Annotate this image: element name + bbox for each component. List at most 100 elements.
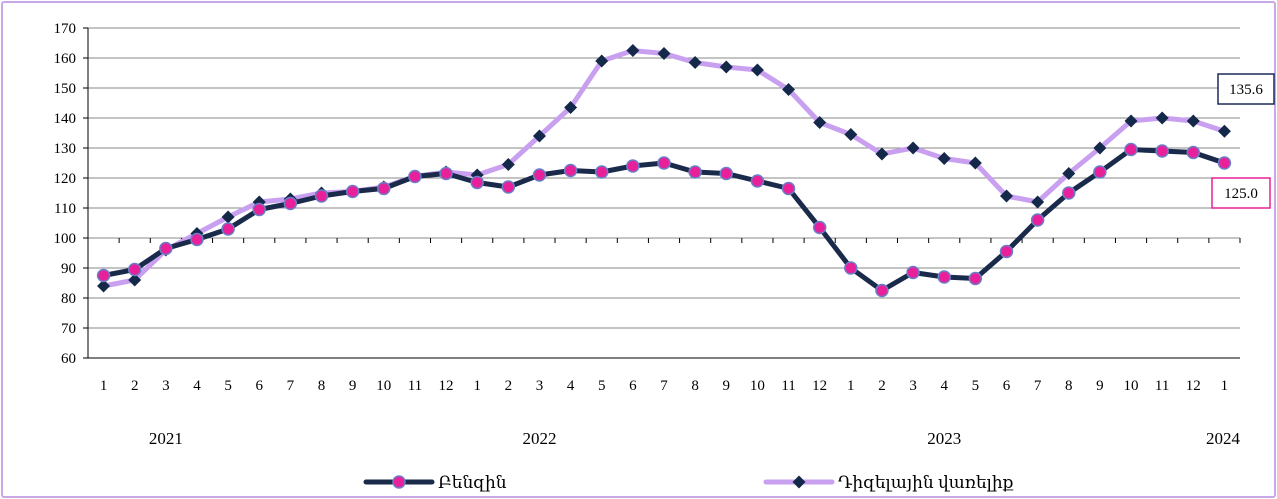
year-label: 2024 xyxy=(1206,429,1241,448)
x-tick-label: 11 xyxy=(408,378,422,394)
data-point xyxy=(1217,156,1232,170)
x-tick-label: 10 xyxy=(376,378,391,394)
data-point xyxy=(781,181,796,196)
data-point xyxy=(875,283,889,298)
data-point xyxy=(97,279,111,293)
x-tick-label: 2 xyxy=(505,378,513,394)
x-tick-label: 7 xyxy=(287,378,295,394)
year-labels: 2021 2022 2023 2024 xyxy=(149,429,1241,448)
data-point xyxy=(813,116,827,129)
y-tick-label: 120 xyxy=(54,171,77,187)
x-tick-label: 2 xyxy=(131,378,139,394)
x-tick-label: 7 xyxy=(1034,378,1042,394)
data-point xyxy=(719,60,733,74)
data-point xyxy=(127,262,142,277)
x-tick-label: 9 xyxy=(1096,378,1104,394)
x-tick-label: 5 xyxy=(972,378,980,394)
data-point xyxy=(1124,114,1138,128)
year-label: 2023 xyxy=(927,429,961,448)
data-point xyxy=(377,181,391,196)
data-point xyxy=(96,268,111,283)
data-point xyxy=(937,152,951,165)
x-tick-label: 7 xyxy=(660,378,668,394)
data-point xyxy=(657,47,671,60)
x-tick-label: 11 xyxy=(1155,378,1169,394)
data-point xyxy=(408,169,422,184)
x-tick-label: 9 xyxy=(723,378,731,394)
legend: Բենզին Դիզելային վառելիք xyxy=(363,473,1014,492)
data-point xyxy=(1030,213,1045,227)
data-point xyxy=(844,128,858,141)
x-tick-label: 10 xyxy=(750,378,765,394)
y-tick-label: 170 xyxy=(54,21,77,37)
data-point xyxy=(221,210,235,224)
x-tick-label: 8 xyxy=(691,378,699,394)
data-point xyxy=(532,168,547,182)
y-tick-label: 90 xyxy=(61,261,76,277)
data-point xyxy=(1062,186,1076,200)
y-tick-label: 100 xyxy=(54,231,77,247)
data-point xyxy=(595,54,609,68)
x-tick-label: 1 xyxy=(847,378,855,394)
x-tick-label: 6 xyxy=(1003,378,1011,394)
y-tick-label: 110 xyxy=(54,201,76,217)
data-point xyxy=(470,175,484,190)
data-point xyxy=(159,241,173,256)
year-label: 2021 xyxy=(149,429,183,448)
data-point xyxy=(688,56,702,69)
x-tick-label: 3 xyxy=(536,378,544,394)
data-point xyxy=(937,270,951,284)
series-line xyxy=(101,147,1227,293)
data-point xyxy=(906,141,920,155)
x-tick-label: 5 xyxy=(598,378,606,394)
y-tick-label: 70 xyxy=(61,321,76,337)
x-tick-label: 6 xyxy=(629,378,637,394)
data-point xyxy=(439,166,453,181)
x-tick-label: 4 xyxy=(940,378,948,394)
data-point xyxy=(1155,144,1169,158)
data-point xyxy=(1093,165,1107,179)
x-tick-label: 8 xyxy=(318,378,326,394)
data-point xyxy=(252,202,266,217)
legend-label: Դիզելային վառելիք xyxy=(838,473,1014,492)
x-tick-label: 11 xyxy=(781,378,795,394)
legend-swatch-marker xyxy=(392,475,406,489)
data-point xyxy=(626,159,640,173)
data-point xyxy=(1155,111,1169,125)
x-tick-label: 4 xyxy=(193,378,201,394)
legend-swatch-marker xyxy=(792,475,806,489)
data-point xyxy=(1031,195,1045,209)
data-point xyxy=(782,83,796,96)
data-point xyxy=(750,174,765,188)
x-tick-label: 3 xyxy=(909,378,917,394)
y-tick-label: 130 xyxy=(54,141,77,157)
data-point xyxy=(626,44,640,57)
data-point xyxy=(968,156,982,170)
value-callout-box xyxy=(1211,177,1271,209)
x-tick-label: 8 xyxy=(1065,378,1073,394)
data-point xyxy=(128,273,142,287)
data-point xyxy=(875,147,889,161)
data-point xyxy=(1217,124,1231,138)
data-point xyxy=(221,222,235,236)
data-point xyxy=(594,165,609,179)
data-point xyxy=(1186,145,1201,160)
x-tick-label: 2 xyxy=(878,378,886,394)
callouts: 135.6 125.0 xyxy=(1211,73,1275,209)
data-point xyxy=(1186,114,1200,128)
x-tick-label: 12 xyxy=(812,378,827,394)
data-point xyxy=(719,166,734,181)
data-point xyxy=(750,63,764,77)
x-tick-label: 5 xyxy=(224,378,232,394)
data-point xyxy=(688,165,702,179)
data-point xyxy=(968,271,983,286)
x-tick-label: 10 xyxy=(1124,378,1139,394)
x-tick-label: 6 xyxy=(255,378,263,394)
data-point xyxy=(283,196,298,211)
y-tick-labels: 60 70 80 90 100 110 120 130 140 150 160 170 xyxy=(54,21,77,367)
y-tick-label: 80 xyxy=(61,291,76,307)
x-tick-label: 1 xyxy=(473,378,481,394)
y-tick-label: 160 xyxy=(54,51,77,67)
data-point xyxy=(844,261,858,275)
